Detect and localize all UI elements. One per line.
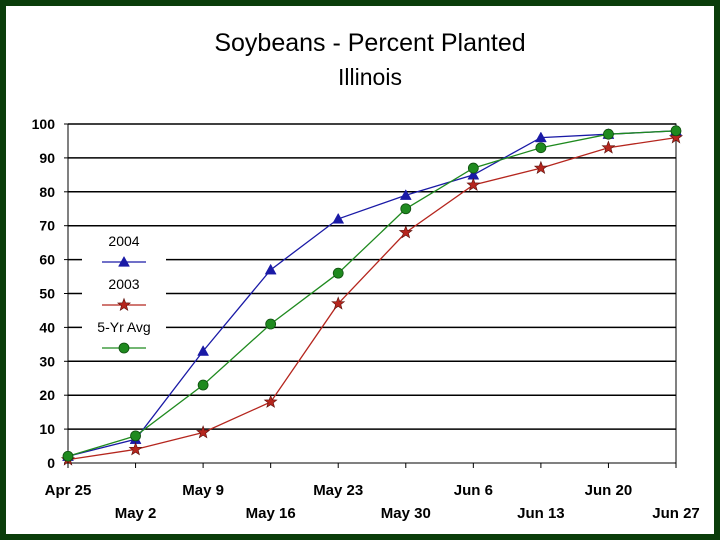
data-point-2003 xyxy=(533,160,548,174)
x-tick-label: Jun 13 xyxy=(517,505,565,522)
legend-label-5-yr-avg: 5-Yr Avg xyxy=(97,319,150,335)
y-tick-label: 90 xyxy=(39,150,55,166)
data-point-5-yr-avg xyxy=(603,128,614,140)
x-tick-label: Jun 20 xyxy=(585,482,633,499)
y-tick-label: 100 xyxy=(32,116,56,132)
data-point-5-yr-avg xyxy=(535,142,547,154)
legend-marker-2003 xyxy=(116,297,132,312)
y-tick-label: 20 xyxy=(39,387,55,403)
y-tick-label: 10 xyxy=(39,421,55,437)
series-line-2003 xyxy=(67,136,677,461)
data-point-5-yr-avg xyxy=(400,203,412,215)
legend-label-2004: 2004 xyxy=(108,233,139,249)
data-point-2003 xyxy=(263,394,278,408)
chart-subtitle: Illinois xyxy=(338,64,402,90)
series-line-5-yr-avg xyxy=(67,130,677,457)
y-tick-label: 60 xyxy=(39,252,55,268)
data-point-2003 xyxy=(668,130,684,144)
data-point-2003 xyxy=(466,177,481,192)
data-point-2003 xyxy=(331,296,346,310)
y-tick-label: 70 xyxy=(39,218,55,234)
legend-label-2003: 2003 xyxy=(108,276,139,292)
y-tick-label: 50 xyxy=(39,286,55,302)
x-tick-label: Jun 27 xyxy=(652,505,700,522)
x-tick-label: Jun 6 xyxy=(454,482,493,499)
chart-title: Soybeans - Percent Planted xyxy=(214,29,526,57)
data-point-2003 xyxy=(196,425,211,439)
data-point-2004 xyxy=(264,263,277,275)
data-point-5-yr-avg xyxy=(130,430,141,442)
x-tick-label: Apr 25 xyxy=(45,482,92,499)
data-point-2004 xyxy=(332,212,345,224)
x-tick-label: May 16 xyxy=(246,505,296,522)
y-tick-label: 80 xyxy=(39,184,55,200)
x-tick-label: May 2 xyxy=(115,505,157,522)
data-point-2003 xyxy=(128,442,143,456)
y-tick-label: 30 xyxy=(39,353,55,369)
x-tick-label: May 30 xyxy=(381,505,431,522)
data-point-5-yr-avg xyxy=(265,318,277,330)
legend-marker-5-yr-avg xyxy=(118,342,130,354)
data-point-2004 xyxy=(399,189,412,200)
data-point-2003 xyxy=(601,140,616,154)
data-point-5-yr-avg xyxy=(197,379,209,391)
data-point-2004 xyxy=(534,131,547,143)
data-point-5-yr-avg xyxy=(332,267,344,279)
series-line-2004 xyxy=(67,130,677,457)
legend-marker-2004 xyxy=(118,255,130,267)
x-tick-label: May 23 xyxy=(313,482,363,499)
data-point-5-yr-avg xyxy=(467,162,479,174)
data-point-2003 xyxy=(398,225,413,239)
data-point-2004 xyxy=(197,345,210,356)
data-point-5-yr-avg xyxy=(670,125,682,137)
data-point-5-yr-avg xyxy=(62,450,74,462)
y-tick-label: 40 xyxy=(39,319,55,335)
y-tick-label: 0 xyxy=(47,455,55,471)
x-tick-label: May 9 xyxy=(182,482,224,499)
legend-box xyxy=(82,230,166,360)
